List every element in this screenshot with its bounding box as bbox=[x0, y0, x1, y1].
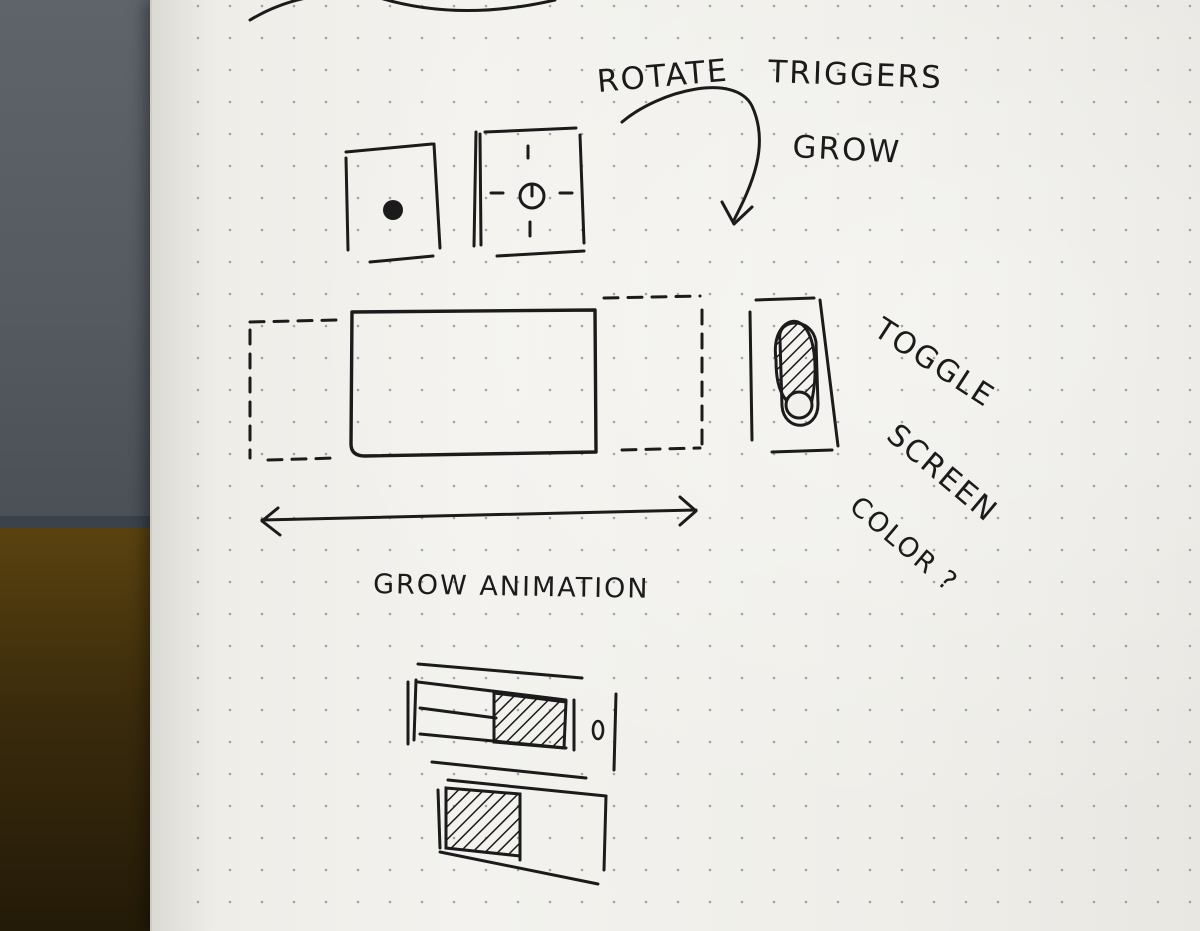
background-monitor bbox=[0, 0, 160, 525]
button-after-rotate bbox=[472, 126, 586, 258]
label-grow: GROW bbox=[792, 129, 902, 171]
h-toggle-bottom-knob-fill bbox=[444, 786, 522, 858]
button-before-rotate bbox=[344, 142, 442, 264]
h-toggle-top-off-icon bbox=[591, 719, 605, 741]
h-toggle-bottom-top-line bbox=[446, 778, 608, 798]
background-monitor-edge bbox=[0, 516, 160, 528]
grow-screen: GROW ANIMATION bbox=[248, 294, 704, 605]
h-toggle-top-knob-fill bbox=[492, 691, 568, 750]
grow-arrow-left-head bbox=[260, 506, 282, 537]
button-top-line bbox=[344, 142, 434, 154]
grow-ghost-bottom-right bbox=[620, 446, 702, 452]
toggle-right-line bbox=[818, 298, 840, 448]
button-left-line bbox=[344, 156, 350, 252]
grow-ghost-top-left bbox=[248, 318, 338, 324]
rotated-button-left-line bbox=[472, 130, 478, 248]
label-grow-animation: GROW ANIMATION bbox=[373, 569, 650, 605]
grow-screen-rect bbox=[349, 308, 598, 458]
horizontal-toggle-top bbox=[406, 662, 618, 780]
label-triggers: TRIGGERS bbox=[767, 54, 944, 96]
grow-ghost-bottom-left bbox=[266, 456, 338, 462]
dot-icon bbox=[383, 200, 403, 220]
h-toggle-bottom-lower-line bbox=[438, 850, 600, 886]
toggle-knob bbox=[784, 390, 814, 420]
button-bottom-line bbox=[368, 254, 435, 264]
h-toggle-top-lower-line bbox=[430, 760, 588, 780]
grow-arrow-line bbox=[260, 508, 698, 522]
toggle-top-line bbox=[754, 296, 816, 302]
grow-ghost-top-right bbox=[602, 294, 702, 300]
top-curve-right bbox=[381, 0, 557, 12]
vertical-toggle bbox=[748, 296, 840, 454]
h-toggle-top-outer-right bbox=[612, 692, 618, 772]
curved-arrow-line bbox=[620, 86, 761, 222]
rotated-sun-icon bbox=[518, 182, 546, 210]
background-desk bbox=[0, 528, 160, 931]
h-toggle-top-inner-left bbox=[412, 678, 418, 742]
h-toggle-bottom-left-line bbox=[436, 788, 442, 850]
h-toggle-top-track-top bbox=[416, 680, 568, 702]
toggle-bottom-line bbox=[770, 448, 834, 454]
rotated-button-bottom-line bbox=[495, 249, 586, 258]
h-toggle-bottom-right-line bbox=[602, 794, 608, 872]
rotated-button-top-line bbox=[483, 126, 578, 134]
top-curve-left bbox=[248, 0, 305, 22]
h-toggle-top-track-mid bbox=[418, 706, 498, 720]
rotated-button-inner-line bbox=[478, 132, 483, 247]
button-right-line bbox=[432, 142, 442, 250]
curved-arrow-head bbox=[720, 200, 754, 226]
rotated-button-right-line bbox=[578, 133, 586, 245]
toggle-track bbox=[778, 321, 820, 427]
horizontal-toggle-bottom bbox=[436, 778, 608, 886]
h-toggle-top-upper-line bbox=[416, 662, 584, 680]
toggle-left-line bbox=[748, 310, 754, 442]
dot-grid bbox=[170, 0, 1200, 931]
grow-arrow-right-head bbox=[678, 495, 698, 527]
